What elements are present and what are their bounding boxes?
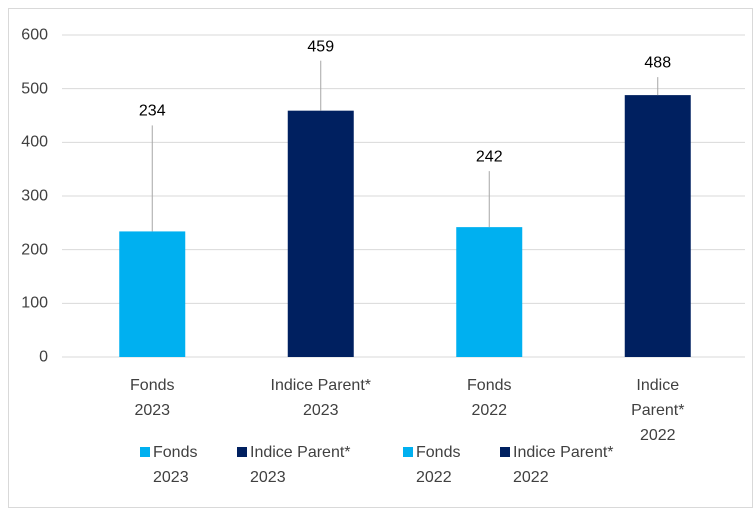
data-label: 488	[644, 54, 672, 72]
x-tick-label: Fonds 2023	[130, 377, 175, 419]
bar	[287, 110, 354, 357]
legend-label: Indice Parent* 2023	[250, 444, 351, 486]
legend-swatch	[237, 447, 247, 457]
data-label: 234	[138, 102, 166, 120]
y-tick-label: 400	[21, 133, 48, 151]
bar	[624, 95, 691, 358]
x-tick-label: Indice Parent* 2022	[631, 377, 685, 444]
data-label: 459	[307, 38, 335, 56]
y-tick-label: 0	[39, 348, 48, 366]
legend-swatch	[403, 447, 413, 457]
x-tick-label: Fonds 2022	[467, 377, 512, 419]
y-tick-label: 600	[21, 26, 48, 44]
y-tick-label: 500	[21, 80, 48, 98]
legend-label: Indice Parent* 2022	[513, 444, 614, 486]
legend-swatch	[500, 447, 510, 457]
legend-label: Fonds 2023	[153, 444, 198, 486]
y-tick-label: 200	[21, 241, 48, 259]
x-tick-label: Indice Parent* 2023	[270, 377, 372, 419]
y-tick-label: 300	[21, 187, 48, 205]
legend-swatch	[140, 447, 150, 457]
bar	[119, 231, 186, 357]
bar	[456, 227, 523, 357]
y-tick-label: 100	[21, 294, 48, 312]
legend-label: Fonds 2022	[416, 444, 461, 486]
data-label: 242	[475, 148, 503, 166]
